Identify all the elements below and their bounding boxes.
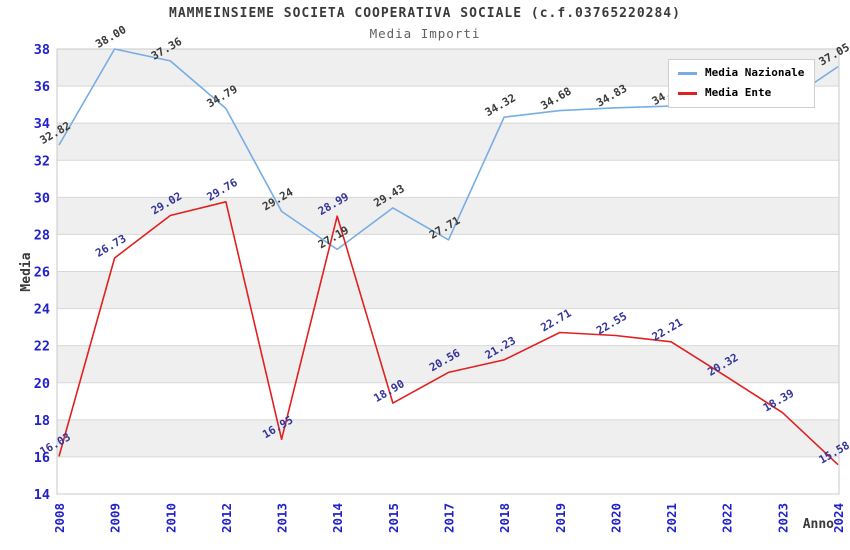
plot-band	[57, 234, 839, 272]
x-tick-label: 2022	[720, 503, 735, 533]
x-tick-label: 2017	[442, 503, 457, 533]
plot-band	[57, 308, 839, 346]
y-tick-label: 28	[34, 227, 50, 243]
x-tick-label: 2010	[163, 503, 178, 533]
plot-band	[57, 419, 839, 457]
legend-label: Media Nazionale	[705, 66, 805, 79]
y-tick-label: 22	[34, 339, 50, 355]
x-tick-label: 2023	[775, 503, 790, 533]
plot-band	[57, 456, 839, 494]
data-label: 38.00	[93, 23, 128, 51]
legend-line-sample-icon	[678, 71, 697, 75]
y-tick-label: 36	[34, 79, 50, 95]
x-tick-label: 2019	[553, 503, 568, 533]
legend-label: Media Ente	[705, 86, 772, 99]
x-tick-label: 2020	[608, 503, 623, 533]
plot-border	[56, 48, 840, 495]
legend: Media Nazionale Media Ente	[668, 59, 816, 108]
y-tick-label: 32	[34, 153, 50, 169]
plot-band	[57, 197, 839, 235]
y-tick-label: 18	[34, 413, 50, 429]
x-tick-label: 2014	[330, 503, 345, 533]
x-tick-label: 2015	[386, 503, 401, 533]
x-tick-label: 2012	[219, 503, 234, 533]
legend-line-sample-icon	[678, 91, 697, 95]
x-axis-title: Anno	[803, 517, 834, 532]
y-tick-label: 30	[34, 190, 50, 206]
y-tick-label: 16	[34, 450, 50, 466]
y-tick-label: 14	[34, 487, 50, 503]
y-tick-label: 26	[34, 265, 50, 281]
series-line-media-ente	[58, 201, 839, 466]
y-tick-label: 38	[34, 42, 50, 58]
y-axis-title: Media	[19, 252, 34, 291]
x-tick-label: 2013	[275, 503, 290, 533]
legend-entry-media-nazionale: Media Nazionale	[678, 67, 804, 79]
x-tick-label: 2009	[108, 503, 123, 533]
legend-entry-media-ente: Media Ente	[678, 87, 804, 99]
plot-band	[57, 382, 839, 420]
plot-band	[57, 123, 839, 161]
y-tick-label: 24	[34, 302, 50, 318]
y-tick-label: 20	[34, 376, 50, 392]
x-tick-label: 2024	[831, 503, 846, 533]
plot-band	[57, 160, 839, 198]
chart-subtitle: Media Importi	[369, 26, 481, 41]
plot-band	[57, 271, 839, 309]
chart-title: MAMMEINSIEME SOCIETA COOPERATIVA SOCIALE…	[169, 6, 681, 21]
plot-band	[57, 345, 839, 383]
x-tick-label: 2008	[52, 503, 67, 533]
x-tick-label: 2021	[664, 503, 679, 533]
y-tick-label: 34	[34, 116, 50, 132]
x-tick-label: 2018	[497, 503, 512, 533]
